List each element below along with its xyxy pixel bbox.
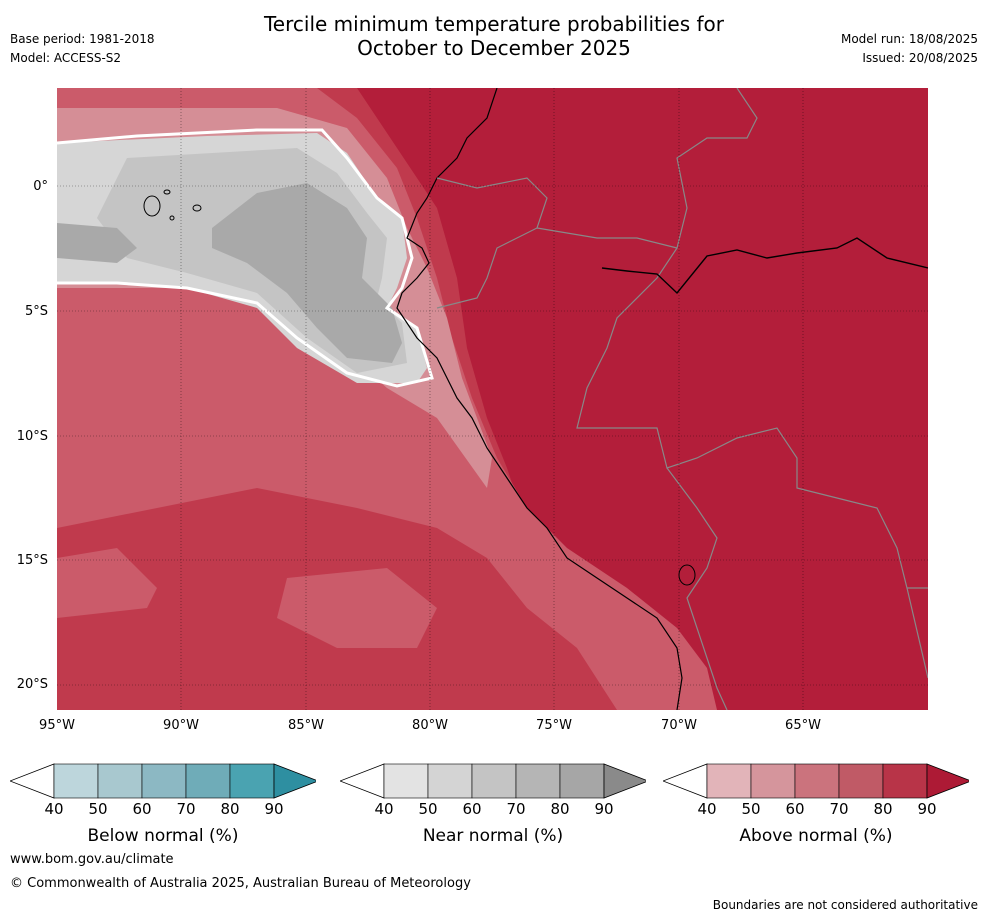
colorbar-segment: [515, 763, 561, 799]
colorbar-segment: [471, 763, 517, 799]
lon-label-95w: 95°W: [39, 718, 75, 733]
ocean-above-70-south2: [277, 568, 437, 648]
lon-label-75w: 75°W: [536, 718, 572, 733]
title-line-1: Tercile minimum temperature probabilitie…: [263, 12, 725, 36]
colorbar-segment: [185, 763, 231, 799]
colorbar-tick-label: 40: [697, 800, 717, 818]
colorbar-near-normal: 40 50 60 70 80 90 Near normal (%): [340, 762, 646, 852]
colorbar-tick-label: 70: [829, 800, 849, 818]
colorbar-tick-label: 70: [176, 800, 196, 818]
colorbar-segment: [750, 763, 796, 799]
colorbar-tick-label: 90: [594, 800, 614, 818]
ocean-near-80-west: [57, 223, 137, 263]
title-line-2: October to December 2025: [357, 36, 631, 60]
colorbar-segment: [383, 763, 429, 799]
meta-right: Model run: 18/08/2025 Issued: 20/08/2025: [841, 30, 978, 68]
ocean-above-70-south: [57, 548, 157, 618]
boundary-disclaimer: Boundaries are not considered authoritat…: [712, 898, 978, 912]
issued-date: Issued: 20/08/2025: [862, 51, 978, 65]
colorbar-tick-label: 50: [88, 800, 108, 818]
colorbar-segment: [427, 763, 473, 799]
model-run: Model run: 18/08/2025: [840, 32, 978, 46]
website-link[interactable]: www.bom.gov.au/climate: [10, 852, 174, 867]
colorbar-tick-label: 80: [550, 800, 570, 818]
model-name: Model: ACCESS-S2: [10, 51, 122, 65]
colorbar-tick-label: 40: [374, 800, 394, 818]
colorbar-above-normal: 40 50 60 70 80 90 Above normal (%): [663, 762, 969, 852]
colorbar-tick-label: 60: [462, 800, 482, 818]
colorbar-over-triangle: [273, 763, 316, 799]
lon-label-90w: 90°W: [163, 718, 199, 733]
colorbar-segment: [559, 763, 605, 799]
lat-label-0: 0°: [33, 179, 48, 194]
lat-label-20s: 20°S: [16, 677, 48, 692]
colorbar-tick-label: 80: [220, 800, 240, 818]
colorbar-tick-label: 60: [132, 800, 152, 818]
colorbar-title: Near normal (%): [422, 826, 564, 846]
gridlines: [57, 88, 928, 710]
country-borders: [436, 88, 928, 710]
colorbar-segment: [229, 763, 275, 799]
colorbar-under-triangle: [10, 763, 55, 799]
colorbar-segment: [53, 763, 99, 799]
colorbar-tick-label: 90: [264, 800, 284, 818]
colorbar-tick-label: 90: [917, 800, 937, 818]
colorbar-tick-label: 70: [506, 800, 526, 818]
colorbar-tick-label: 40: [44, 800, 64, 818]
colorbar-segment: [706, 763, 752, 799]
lat-label-15s: 15°S: [16, 553, 48, 568]
map-canvas: [57, 88, 928, 710]
lon-label-70w: 70°W: [661, 718, 697, 733]
colorbar-title: Below normal (%): [87, 826, 239, 846]
base-period: Base period: 1981-2018: [10, 32, 155, 46]
ocean-near-80-region: [212, 183, 402, 363]
colorbar-segment: [97, 763, 143, 799]
colorbar-tick-label: 50: [741, 800, 761, 818]
lon-label-85w: 85°W: [288, 718, 324, 733]
amazon-river: [601, 237, 928, 295]
chart-title: Tercile minimum temperature probabilitie…: [0, 12, 988, 60]
colorbar-title: Above normal (%): [739, 826, 893, 846]
colorbar-tick-label: 50: [418, 800, 438, 818]
meta-left: Base period: 1981-2018 Model: ACCESS-S2: [10, 30, 155, 68]
colorbar-segment: [882, 763, 928, 799]
lake-titicaca: [678, 564, 696, 586]
lat-label-5s: 5°S: [24, 304, 48, 319]
colorbar-over-triangle: [926, 763, 969, 799]
lat-label-10s: 10°S: [16, 429, 48, 444]
galapagos-islands: [143, 189, 202, 221]
lon-label-80w: 80°W: [412, 718, 448, 733]
lon-label-65w: 65°W: [785, 718, 821, 733]
colorbar-tick-label: 60: [785, 800, 805, 818]
coastline: [396, 88, 683, 710]
colorbar-segment: [838, 763, 884, 799]
colorbar-segment: [794, 763, 840, 799]
colorbar-under-triangle: [663, 763, 708, 799]
colorbar-under-triangle: [340, 763, 385, 799]
colorbar-segment: [141, 763, 187, 799]
probability-map: [57, 88, 928, 710]
copyright-notice: © Commonwealth of Australia 2025, Austra…: [10, 876, 471, 891]
near-normal-boundary: [57, 128, 434, 388]
colorbar-tick-label: 80: [873, 800, 893, 818]
colorbar-below-normal: 40 50 60 70 80 90 Below normal (%): [10, 762, 316, 852]
colorbar-over-triangle: [603, 763, 646, 799]
